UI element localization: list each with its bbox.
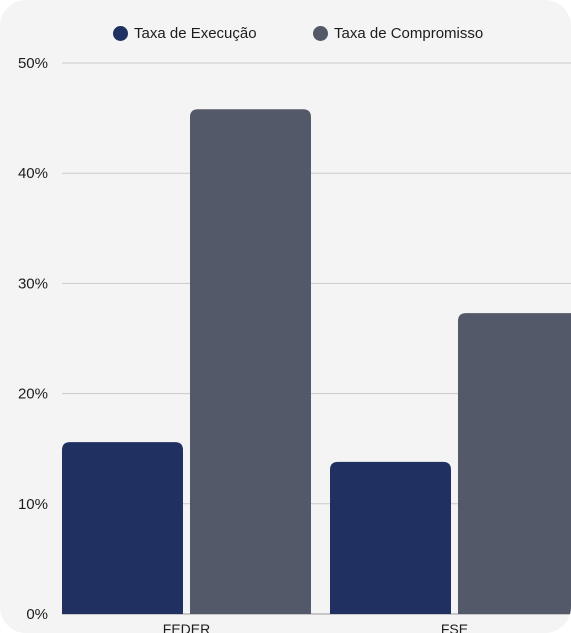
legend-label-execucao: Taxa de Execução [134,24,257,42]
bar-fse-compromisso [458,313,571,614]
legend-item-execucao[interactable]: Taxa de Execução [113,22,257,44]
bar-fse-execucao [330,461,451,614]
chart-legend: Taxa de Execução Taxa de Compromisso [0,22,571,44]
y-tick-label: 40% [18,165,48,182]
bar-feder-compromisso [190,109,311,614]
y-tick-label: 10% [18,496,48,513]
legend-swatch-execucao [113,25,128,41]
y-tick-label: 0% [26,606,48,623]
y-tick-label: 20% [18,386,48,403]
x-category-label: FSE [441,621,468,633]
x-category-label: FEDER [163,621,210,633]
legend-label-compromisso: Taxa de Compromisso [334,24,484,42]
y-tick-label: 30% [18,275,48,292]
legend-item-compromisso[interactable]: Taxa de Compromisso [313,22,483,44]
legend-swatch-compromisso [313,25,328,41]
y-tick-label: 50% [18,55,48,72]
bar-feder-execucao [62,442,183,614]
